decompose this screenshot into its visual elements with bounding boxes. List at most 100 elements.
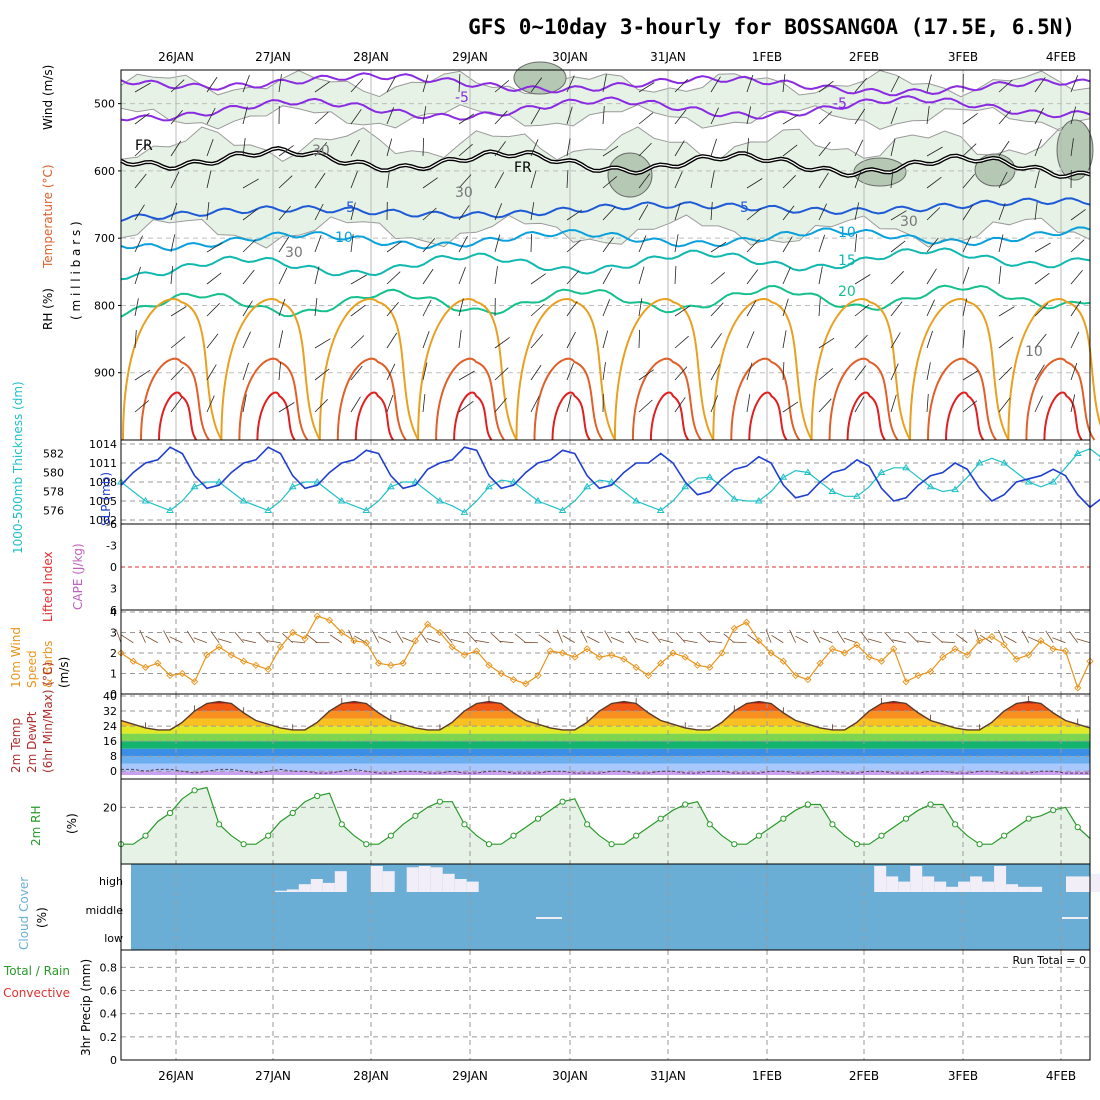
rh2m-point-72	[1001, 832, 1008, 839]
wind10-point-56	[804, 676, 812, 684]
wind-barb-194	[314, 298, 318, 317]
cloud-high-bar-25	[430, 867, 443, 892]
rh2m-point-44	[657, 815, 664, 822]
wind-barb-268	[1034, 364, 1045, 381]
rh2m-point-56	[804, 801, 811, 808]
wind-barb-129	[890, 210, 907, 221]
wind-barb-7	[386, 76, 397, 93]
wind-barb-134	[1070, 209, 1086, 221]
wind-barb-106	[1034, 170, 1040, 189]
temp-band-7	[121, 718, 1090, 727]
wind-barb-101	[854, 170, 862, 189]
wind-barb-175	[602, 268, 613, 285]
wind-barb-271	[170, 397, 183, 413]
rh-high-blob-4	[1056, 119, 1094, 181]
wind10-point-34	[534, 671, 542, 680]
wind-tick-2: 2	[110, 647, 117, 660]
wind-barb-171	[458, 267, 466, 285]
wind10-barb-30	[475, 639, 490, 644]
wind10-point-23	[399, 659, 407, 667]
date-label-bottom-3: 29JAN	[452, 1069, 488, 1083]
wind-barb-267	[998, 367, 1012, 381]
wind-barb-252	[458, 370, 475, 381]
wind-barb-24	[998, 79, 1013, 93]
lifted-tick-1: -3	[106, 540, 117, 553]
rh2m-point-68	[951, 821, 959, 828]
wind10-point-24	[411, 637, 420, 645]
wind-barb-166	[278, 267, 288, 285]
dewpt2m-line	[121, 768, 1090, 774]
contour-label-0: -5	[455, 90, 469, 106]
wind-barb-208	[818, 297, 821, 317]
cloud-high-bar-64	[898, 881, 911, 892]
wind-barb-75	[890, 138, 896, 157]
wind10-barb-77	[1052, 637, 1066, 644]
pressure-tick-2: 700	[94, 232, 115, 245]
date-label-bottom-0: 26JAN	[158, 1069, 194, 1083]
chart-title: GFS 0~10day 3-hourly for BOSSANGOA (17.5…	[468, 15, 1075, 39]
rh2m-point-48	[706, 821, 713, 828]
panel-frame-precip	[120, 949, 1091, 1061]
thickness-point-20	[362, 506, 371, 513]
wind-barb-285	[674, 397, 686, 413]
wind10-point-45	[669, 649, 677, 657]
cloud-high-bar-71	[982, 881, 995, 892]
wind-barb-237	[890, 332, 901, 349]
wind-barb-221	[314, 338, 331, 349]
wind10-point-55	[791, 671, 800, 680]
rh2m-point-76	[1050, 807, 1057, 814]
wind-barb-177	[674, 265, 677, 285]
wind10-point-10	[240, 657, 248, 665]
wind10-point-54	[779, 657, 787, 665]
rh2m-point-4	[166, 809, 174, 817]
wind-barb-35	[422, 106, 427, 125]
wind-barb-72	[782, 144, 798, 157]
wind10-point-68	[951, 645, 959, 653]
wind-barb-118	[494, 203, 503, 221]
wind10-point-64	[902, 678, 910, 686]
wind-barb-174	[566, 270, 580, 285]
wind-barb-58	[278, 145, 294, 157]
wind10-point-63	[890, 645, 898, 653]
boundary-isotherm-4-2	[551, 391, 591, 441]
thickness-point-64	[902, 463, 910, 471]
cloud-high-bar-80	[1090, 873, 1100, 892]
thickness-point-58	[828, 487, 837, 494]
slp-tick-1: 1005	[89, 495, 117, 508]
wind-barb-276	[350, 396, 361, 413]
cloud-high-bar-20	[370, 866, 383, 892]
wind-barb-81	[134, 173, 147, 189]
wind10-point-27	[448, 643, 456, 651]
thickness-point-72	[1000, 459, 1009, 466]
wind10-point-69	[963, 651, 971, 659]
boundary-isotherm-4-1	[533, 357, 604, 441]
wind10-point-66	[926, 667, 935, 676]
wind-barb-124	[710, 201, 713, 221]
wind10-point-6	[190, 678, 199, 686]
thickness-point-6	[190, 482, 199, 490]
pressure-tick-1: 600	[94, 165, 115, 178]
lifted-axis-label: Lifted Index	[41, 551, 55, 622]
date-label-top-1: 27JAN	[255, 50, 291, 64]
wind-tick-4: 4	[110, 606, 117, 619]
cloud-high-bar-14	[298, 884, 311, 892]
cloud-high-bar-23	[406, 867, 419, 892]
wind-barb-119	[530, 202, 535, 221]
wind10-barb-0	[115, 629, 122, 643]
wind10-barb-42	[627, 630, 637, 643]
wind10-barb-39	[586, 636, 600, 644]
wind10-barb-27	[443, 631, 453, 644]
wind-barb-109	[170, 202, 178, 221]
wind10-point-44	[657, 659, 665, 667]
wind-barb-238	[926, 330, 933, 349]
date-label-bottom-4: 30JAN	[552, 1069, 588, 1083]
wind10-barb-64	[892, 639, 907, 644]
wind-barb-90	[458, 174, 472, 189]
wind-barb-121	[602, 206, 616, 221]
thickness-point-50	[730, 495, 739, 502]
rh2m-point-34	[534, 815, 542, 822]
axis-labels: 26JAN 26JAN 27JAN 27JAN 28JAN 28JAN 29JAN 29JAN…	[3, 50, 1086, 1083]
contour-label-7: 10	[838, 225, 856, 241]
wind-barb-50	[962, 113, 978, 125]
wind-barb-63	[458, 143, 473, 157]
